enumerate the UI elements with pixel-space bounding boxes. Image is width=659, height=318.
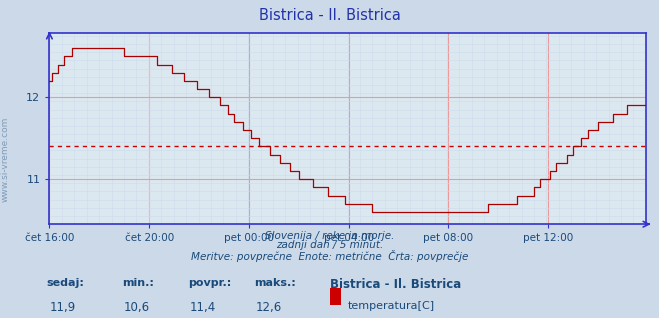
Text: Slovenija / reke in morje.: Slovenija / reke in morje. xyxy=(265,231,394,240)
Text: min.:: min.: xyxy=(122,278,154,288)
Text: povpr.:: povpr.: xyxy=(188,278,231,288)
Text: www.si-vreme.com: www.si-vreme.com xyxy=(1,116,10,202)
Text: temperatura[C]: temperatura[C] xyxy=(347,301,434,310)
Text: sedaj:: sedaj: xyxy=(46,278,84,288)
Text: 11,4: 11,4 xyxy=(190,301,216,314)
Text: Bistrica - Il. Bistrica: Bistrica - Il. Bistrica xyxy=(258,8,401,23)
Text: 11,9: 11,9 xyxy=(49,301,76,314)
Text: maks.:: maks.: xyxy=(254,278,295,288)
Text: zadnji dan / 5 minut.: zadnji dan / 5 minut. xyxy=(276,240,383,250)
Text: 12,6: 12,6 xyxy=(256,301,282,314)
Text: Meritve: povprečne  Enote: metrične  Črta: povprečje: Meritve: povprečne Enote: metrične Črta:… xyxy=(191,250,468,262)
Text: 10,6: 10,6 xyxy=(124,301,150,314)
Text: Bistrica - Il. Bistrica: Bistrica - Il. Bistrica xyxy=(330,278,461,291)
